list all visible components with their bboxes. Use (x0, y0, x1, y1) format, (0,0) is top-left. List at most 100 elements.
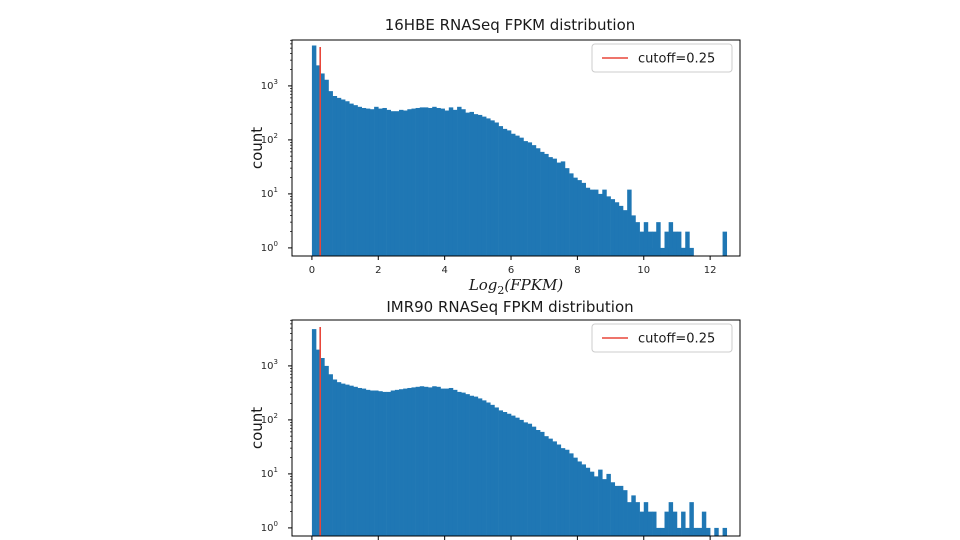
histogram-bar (486, 118, 491, 256)
histogram-bar (394, 389, 400, 536)
y-tick-exponent: 0 (274, 240, 278, 248)
x-tick-label: 0 (309, 265, 315, 276)
histogram-bar (498, 126, 504, 257)
histogram-bar (647, 247, 653, 256)
x-axis-ticks (311, 536, 711, 540)
x-axis-label-subscript: 2 (497, 284, 504, 297)
histogram-bar (689, 247, 694, 256)
histogram-bar (681, 511, 686, 536)
histogram-bar (606, 473, 611, 536)
histogram-bar (593, 476, 599, 536)
histogram-bar (515, 135, 520, 256)
histogram-bar (374, 390, 379, 536)
bar-series (311, 45, 728, 257)
x-axis-label-main: Log (468, 276, 498, 294)
histogram-bar (552, 441, 557, 536)
histogram-bar (415, 107, 421, 256)
histogram-bar (452, 109, 458, 256)
histogram-bar (681, 247, 686, 256)
legend: cutoff=0.25 (591, 323, 733, 353)
x-axis-ticks: 0 2 4 6 8 10 12 (309, 256, 717, 276)
histogram-bar (365, 389, 371, 536)
histogram-bar (618, 485, 624, 536)
histogram-bar (552, 158, 557, 256)
histogram-bar (415, 386, 421, 536)
histogram-bar (457, 391, 462, 536)
histogram-bar (577, 180, 582, 256)
histogram-bar (660, 527, 665, 536)
y-tick-label: 103 (261, 78, 278, 92)
histogram-bar (685, 527, 690, 536)
axes-frame (291, 39, 741, 257)
histogram-bar (614, 202, 620, 256)
histogram-bar (311, 45, 317, 256)
y-tick-label: 103 (261, 358, 278, 372)
histogram-bar (436, 107, 441, 256)
y-tick-label: 100 (261, 240, 278, 254)
histogram-bar (490, 404, 495, 536)
y-tick-exponent: 3 (274, 358, 278, 366)
y-tick-exponent: 1 (274, 466, 278, 474)
histogram-bar (722, 231, 728, 256)
histogram-bar (664, 511, 669, 536)
histogram-bar (540, 151, 545, 256)
histogram-bar (369, 390, 375, 536)
histogram-bar (469, 395, 474, 536)
histogram-bar (647, 511, 653, 536)
histogram-bar (697, 527, 703, 536)
histogram-bar (631, 495, 636, 536)
histogram-bar (473, 396, 479, 536)
x-tick-label: 8 (574, 265, 580, 276)
histogram-bar (643, 222, 649, 256)
histogram-bar (635, 222, 640, 256)
y-tick-exponent: 0 (274, 520, 278, 528)
histogram-bar (494, 407, 499, 536)
histogram-bar (440, 108, 445, 256)
y-axis-label: count (248, 127, 266, 169)
histogram-bar (490, 120, 495, 257)
histogram-bar (548, 157, 553, 256)
y-tick-label: 101 (261, 186, 278, 200)
chart-16hbe: 16HBE RNASeq FPKM distribution 100101102… (248, 16, 741, 297)
histogram-bar (403, 388, 408, 536)
histogram-bar (656, 222, 661, 256)
histogram-bar (581, 182, 586, 256)
histogram-bar (598, 193, 603, 256)
histogram-bar (324, 79, 329, 256)
histogram-bar (444, 388, 450, 536)
histogram-bar (610, 482, 616, 536)
histogram-bar (494, 122, 499, 256)
histogram-bar (676, 527, 682, 536)
histogram-bar (602, 479, 607, 536)
histogram-bar (423, 386, 429, 536)
histogram-bar (340, 99, 346, 256)
histogram-bar (382, 391, 387, 536)
histogram-bar (585, 187, 591, 256)
histogram-bar (527, 423, 533, 536)
histogram-bar (581, 464, 586, 536)
histogram-bar (457, 106, 462, 256)
histogram-bar (523, 141, 528, 256)
histogram-bar (668, 222, 674, 256)
histogram-bar (564, 168, 570, 256)
histogram-bar (345, 101, 350, 257)
histogram-bar (328, 374, 333, 536)
histogram-bar (481, 400, 487, 536)
histogram-bar (419, 107, 425, 256)
histogram-bar (556, 444, 562, 536)
histogram-bar (631, 215, 636, 256)
histogram-bar (714, 527, 719, 536)
histogram-bar (652, 231, 657, 256)
histogram-bar (357, 106, 362, 256)
histogram-bar (461, 392, 466, 536)
histogram-bar (519, 419, 524, 536)
histogram-bar (311, 329, 317, 536)
histogram-bar (477, 114, 483, 257)
chart-title: 16HBE RNASeq FPKM distribution (385, 16, 636, 34)
histogram-bar (506, 130, 512, 256)
chart-title: IMR90 RNASeq FPKM distribution (386, 298, 633, 316)
legend-label: cutoff=0.25 (638, 52, 715, 67)
histogram-bar (577, 461, 582, 536)
y-tick-label: 101 (261, 466, 278, 480)
